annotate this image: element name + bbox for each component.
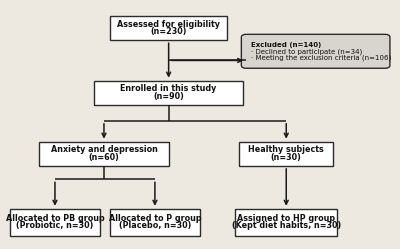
Text: Excluded (n=140): Excluded (n=140)	[251, 42, 322, 48]
Text: Healthy subjects: Healthy subjects	[248, 145, 324, 154]
Text: Allocated to PB group: Allocated to PB group	[6, 214, 104, 223]
Text: (Kept diet habits, n=30): (Kept diet habits, n=30)	[232, 221, 341, 230]
Text: · Declined to participate (n=34): · Declined to participate (n=34)	[251, 48, 362, 55]
Text: Assessed for eligibility: Assessed for eligibility	[117, 20, 220, 29]
Text: (n=230): (n=230)	[150, 27, 187, 36]
Text: (n=60): (n=60)	[88, 153, 119, 162]
Text: (n=30): (n=30)	[271, 153, 302, 162]
FancyBboxPatch shape	[39, 142, 169, 166]
FancyBboxPatch shape	[241, 34, 390, 68]
FancyBboxPatch shape	[110, 209, 200, 236]
FancyBboxPatch shape	[235, 209, 337, 236]
Text: (n=90): (n=90)	[153, 92, 184, 101]
Text: Anxiety and depression: Anxiety and depression	[50, 145, 157, 154]
FancyBboxPatch shape	[10, 209, 100, 236]
Text: (Placebo, n=30): (Placebo, n=30)	[119, 221, 191, 230]
Text: Assigned to HP group: Assigned to HP group	[237, 214, 335, 223]
FancyBboxPatch shape	[239, 142, 333, 166]
FancyBboxPatch shape	[94, 81, 243, 105]
Text: Enrolled in this study: Enrolled in this study	[120, 84, 217, 93]
Text: Allocated to P group: Allocated to P group	[109, 214, 201, 223]
Text: (Probiotic, n=30): (Probiotic, n=30)	[16, 221, 94, 230]
Text: · Meeting the exclusion criteria (n=106): · Meeting the exclusion criteria (n=106)	[251, 55, 392, 61]
FancyBboxPatch shape	[110, 16, 228, 40]
